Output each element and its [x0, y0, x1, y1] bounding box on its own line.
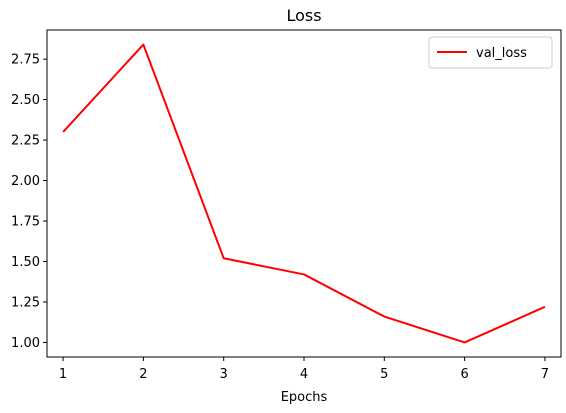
- legend-box: [428, 36, 553, 69]
- y-tick-label: 1.25: [11, 295, 40, 310]
- y-axis: 1.00 1.25 1.50 1.75 2.00 2.25 2.50 2.75: [11, 53, 47, 351]
- y-tick-label: 2.25: [11, 134, 40, 149]
- x-tick-label: 7: [541, 367, 549, 382]
- x-axis: 1 2 3 4 5 6 7: [59, 357, 549, 382]
- x-tick-label: 2: [139, 367, 147, 382]
- x-tick-label: 5: [380, 367, 388, 382]
- y-tick-label: 1.75: [11, 215, 40, 230]
- y-tick-label: 1.00: [11, 336, 40, 351]
- series-layer: [62, 43, 546, 344]
- y-tick-label: 2.00: [11, 174, 40, 189]
- y-tick-label: 2.75: [11, 53, 40, 68]
- plot-area: [46, 29, 562, 358]
- x-tick-label: 4: [300, 367, 308, 382]
- series-line-val-loss: [62, 43, 546, 344]
- legend-label-val-loss: val_loss: [476, 46, 527, 61]
- x-tick-label: 3: [220, 367, 228, 382]
- x-axis-label: Epochs: [281, 390, 328, 405]
- x-tick-label: 6: [460, 367, 468, 382]
- legend: val_loss: [428, 36, 553, 69]
- y-tick-label: 1.50: [11, 255, 40, 270]
- x-tick-label: 1: [59, 367, 67, 382]
- chart-title: Loss: [286, 6, 321, 25]
- y-tick-label: 2.50: [11, 93, 40, 108]
